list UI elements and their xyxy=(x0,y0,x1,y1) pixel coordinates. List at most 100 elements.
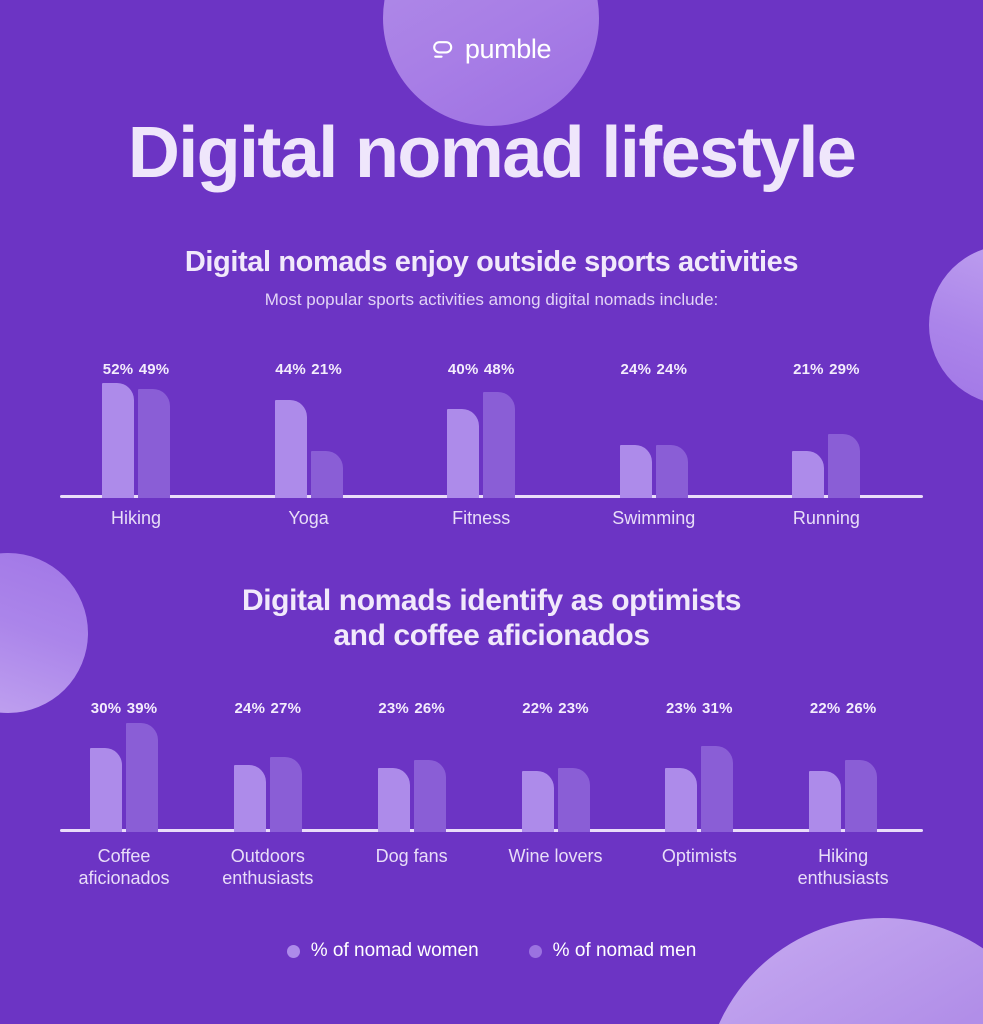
bar-value-men: 39% xyxy=(126,700,158,717)
bar-group xyxy=(521,768,590,832)
legend-label-men: % of nomad men xyxy=(552,940,697,961)
bar-value-women: 21% xyxy=(793,361,824,378)
bar-women xyxy=(809,771,842,832)
bar-men xyxy=(310,451,343,498)
bar-group xyxy=(377,760,446,832)
bar-group xyxy=(665,746,734,832)
bar-group xyxy=(809,760,878,832)
bar-women xyxy=(665,768,698,832)
bar-group xyxy=(274,400,343,498)
bar-men xyxy=(701,746,734,832)
category-label: Optimists xyxy=(661,846,737,866)
bar-value-labels: 30% 39% xyxy=(90,700,158,717)
category-label: Yoga xyxy=(288,508,329,528)
section2-heading: Digital nomads identify as optimists and… xyxy=(0,583,983,653)
category-label: Hiking enthusiasts xyxy=(797,846,889,888)
bar-men xyxy=(483,392,516,498)
section1-heading: Digital nomads enjoy outside sports acti… xyxy=(184,246,799,278)
bar-women xyxy=(521,771,554,832)
category-label: Fitness xyxy=(452,508,511,528)
bar-value-women: 24% xyxy=(620,361,652,378)
bar-women xyxy=(377,768,410,832)
bar-women xyxy=(447,409,480,498)
page-title: Digital nomad lifestyle xyxy=(127,113,857,193)
bar-value-labels: 24% 24% xyxy=(620,361,688,378)
bar-value-labels: 21% 29% xyxy=(792,361,860,378)
legend-swatch-women-icon xyxy=(286,944,300,958)
bar-group xyxy=(792,434,861,498)
bar-group xyxy=(233,757,302,832)
category-label: Outdoors enthusiasts xyxy=(222,846,314,888)
bar-value-women: 40% xyxy=(447,361,479,378)
brand-logo: pumble xyxy=(0,34,983,65)
bar-group xyxy=(90,723,158,832)
pumble-chat-bubble-icon xyxy=(432,38,456,62)
category-label: Dog fans xyxy=(375,846,448,866)
bar-value-labels: 52% 49% xyxy=(102,361,170,378)
bar-group xyxy=(102,383,170,498)
bar-men xyxy=(138,389,170,498)
bar-value-men: 31% xyxy=(702,700,733,717)
chart-identity-categories: Coffee aficionados Outdoors enthusiasts Do… xyxy=(0,846,983,896)
bar-value-labels: 40% 48% xyxy=(447,361,515,378)
bar-women xyxy=(233,765,266,832)
bar-men xyxy=(828,434,861,498)
chart-identity-axis-line xyxy=(60,829,923,832)
bar-men xyxy=(269,757,302,832)
bar-value-men: 24% xyxy=(656,361,688,378)
category-label: Coffee aficionados xyxy=(78,846,170,888)
bar-value-labels: 23% 31% xyxy=(665,700,733,717)
decorative-circle-bottom-right xyxy=(703,918,983,1024)
bar-women xyxy=(274,400,307,498)
bar-value-men: 29% xyxy=(829,361,860,378)
bar-women xyxy=(619,445,652,498)
bar-value-men: 49% xyxy=(138,361,170,378)
category-label: Hiking xyxy=(110,508,162,528)
bar-value-men: 21% xyxy=(311,361,342,378)
category-label: Running xyxy=(792,508,860,528)
bar-men xyxy=(557,768,590,832)
section1-subheading: Most popular sports activities among dig… xyxy=(264,290,719,309)
bar-value-men: 26% xyxy=(414,700,445,717)
chart-sports-categories: Hiking Yoga Fitness Swimming Running xyxy=(0,508,983,538)
bar-value-women: 52% xyxy=(102,361,134,378)
legend-label-women: % of nomad women xyxy=(310,940,479,961)
bar-value-women: 22% xyxy=(522,700,553,717)
chart-legend: % of nomad women % of nomad men xyxy=(0,940,983,962)
bar-value-labels: 22% 26% xyxy=(809,700,877,717)
bar-value-women: 24% xyxy=(234,700,266,717)
category-label: Wine lovers xyxy=(508,846,603,866)
bar-women xyxy=(792,451,825,498)
chart-sports-activities: 52% 49% 44% 21% 40% 48% 24% 24% 21% 29% xyxy=(0,361,983,498)
bar-group xyxy=(619,445,688,498)
section2-heading-line2: and coffee aficionados xyxy=(333,619,650,653)
bar-value-labels: 24% 27% xyxy=(234,700,302,717)
chart-identity-traits: 30% 39% 24% 27% 23% 26% 22% 23% 23% 31% 22% 26% xyxy=(0,700,983,832)
bar-value-women: 44% xyxy=(275,361,306,378)
category-label: Swimming xyxy=(612,508,696,528)
bar-women xyxy=(102,383,134,498)
brand-name: pumble xyxy=(464,34,552,64)
bar-men xyxy=(413,760,446,832)
bar-value-women: 30% xyxy=(90,700,122,717)
bar-value-labels: 44% 21% xyxy=(275,361,343,378)
bar-value-women: 23% xyxy=(666,700,697,717)
legend-swatch-men-icon xyxy=(528,944,542,958)
bar-value-labels: 22% 23% xyxy=(522,700,590,717)
bar-men xyxy=(845,760,878,832)
bar-value-women: 22% xyxy=(809,700,841,717)
bar-value-men: 23% xyxy=(558,700,589,717)
section2-heading-line1: Digital nomads identify as optimists xyxy=(241,584,741,617)
bar-value-men: 27% xyxy=(270,700,302,717)
legend-item-women[interactable]: % of nomad women xyxy=(286,940,479,962)
bar-men xyxy=(126,723,158,832)
bar-value-women: 23% xyxy=(378,700,409,717)
bar-value-labels: 23% 26% xyxy=(378,700,446,717)
legend-item-men[interactable]: % of nomad men xyxy=(528,940,697,962)
bar-group xyxy=(447,392,516,498)
bar-women xyxy=(90,748,122,832)
bar-value-men: 26% xyxy=(845,700,877,717)
bar-value-men: 48% xyxy=(483,361,515,378)
bar-men xyxy=(655,445,688,498)
